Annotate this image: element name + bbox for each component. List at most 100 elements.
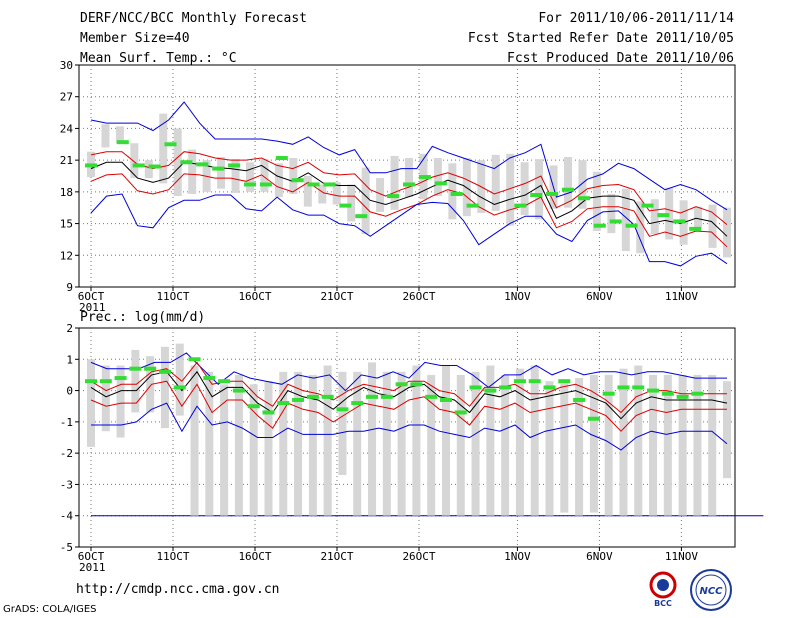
temp-xtick-label: 1NOV bbox=[504, 290, 531, 303]
temp-xtick-label: 11NOV bbox=[665, 290, 698, 303]
grads-credit: GrADS: COLA/IGES bbox=[3, 604, 97, 615]
precip-observed-marker bbox=[587, 416, 600, 421]
temp-ensemble-box bbox=[376, 178, 385, 212]
precip-observed-marker bbox=[439, 397, 452, 402]
temp-ensemble-box bbox=[723, 207, 731, 258]
precip-observed-marker bbox=[469, 385, 482, 390]
temp-ensemble-box bbox=[462, 158, 471, 217]
precip-observed-marker bbox=[380, 394, 393, 399]
precip-ensemble-box bbox=[190, 365, 199, 516]
precip-ensemble-box bbox=[575, 378, 584, 516]
temp-observed-marker bbox=[657, 213, 670, 218]
temp-ensemble-box bbox=[708, 204, 717, 248]
temp-ensemble-box bbox=[332, 182, 341, 205]
precip-ensemble-box bbox=[87, 359, 95, 447]
temp-observed-marker bbox=[228, 163, 241, 168]
precip-ensemble-box bbox=[323, 365, 332, 516]
temp-observed-marker bbox=[180, 160, 193, 165]
temp-xtick-label: 6OCT bbox=[78, 290, 105, 303]
precip-observed-marker bbox=[188, 357, 201, 362]
temp-observed-marker bbox=[164, 142, 177, 147]
temp-ensemble-box bbox=[246, 162, 254, 192]
temp-observed-marker bbox=[403, 182, 415, 187]
header-right: For 2011/10/06-2011/11/14 Fcst Started R… bbox=[468, 11, 734, 71]
precip-ensemble-box bbox=[338, 371, 347, 476]
temp-ensemble-box bbox=[260, 159, 269, 192]
member-size: Member Size=40 bbox=[80, 31, 190, 46]
precip-observed-marker bbox=[247, 404, 260, 409]
temp-ensemble-box bbox=[578, 160, 587, 209]
bcc-logo: BCC bbox=[649, 571, 677, 608]
precip-xtick-label: 6NOV bbox=[586, 550, 613, 563]
temp-observed-marker bbox=[355, 214, 368, 219]
temp-ensemble-box bbox=[188, 149, 197, 194]
precip-ytick-label: -2 bbox=[60, 447, 73, 460]
precip-observed-marker bbox=[232, 388, 245, 393]
temp-ensemble-box bbox=[535, 159, 544, 220]
temp-ensemble-box bbox=[231, 159, 240, 193]
precip-ensemble-box bbox=[678, 374, 687, 516]
temp-observed-marker bbox=[609, 219, 622, 224]
temp-observed-marker bbox=[562, 187, 574, 192]
precip-xtick-year: 2011 bbox=[79, 561, 106, 574]
temp-ensemble-box bbox=[390, 155, 399, 210]
precip-ytick-label: -3 bbox=[60, 478, 73, 491]
temp-line-min bbox=[90, 193, 728, 267]
temp-observed-marker bbox=[212, 166, 225, 171]
precip-ensemble-box bbox=[708, 374, 717, 516]
precip-ytick-label: -4 bbox=[60, 510, 74, 523]
precip-ensemble-box bbox=[220, 384, 229, 516]
temp-observed-marker bbox=[593, 223, 606, 228]
precip-ensemble-box bbox=[663, 374, 672, 516]
precip-ytick-label: 0 bbox=[66, 385, 73, 398]
temp-observed-marker bbox=[546, 191, 559, 196]
precip-observed-marker bbox=[632, 385, 645, 390]
bcc-logo-text: BCC bbox=[654, 599, 672, 608]
precip-observed-marker bbox=[292, 397, 305, 402]
temp-ytick-label: 24 bbox=[60, 122, 74, 135]
precip-line-mean_plus_std bbox=[90, 361, 727, 414]
ncc-logo: NCC bbox=[690, 569, 732, 611]
temp-observed-marker bbox=[196, 162, 209, 167]
precip-ensemble-box bbox=[382, 371, 391, 516]
precip-ensemble-box bbox=[353, 371, 362, 516]
precip-ensemble-box bbox=[693, 374, 702, 516]
precip-xtick-label: 11NOV bbox=[665, 550, 698, 563]
temp-ensemble-box bbox=[159, 113, 168, 184]
precip-ytick-label: -5 bbox=[60, 541, 73, 554]
ncc-logo-text: NCC bbox=[699, 586, 723, 597]
temp-observed-marker bbox=[116, 140, 129, 145]
precip-observed-marker bbox=[647, 388, 660, 393]
precip-observed-marker bbox=[321, 394, 334, 399]
source-url[interactable]: http://cmdp.ncc.cma.gov.cn bbox=[76, 582, 280, 597]
precip-observed-marker bbox=[425, 394, 438, 399]
temp-ytick-label: 15 bbox=[60, 218, 73, 231]
temp-ensemble-box bbox=[621, 188, 630, 252]
temp-xtick-label: 26OCT bbox=[402, 290, 435, 303]
temp-line-mean_minus_std bbox=[90, 173, 728, 248]
header-left: DERF/NCC/BCC Monthly Forecast Member Siz… bbox=[80, 11, 307, 71]
temp-ensemble-box bbox=[115, 126, 124, 144]
precip-observed-marker bbox=[410, 382, 423, 387]
temp-observed-marker bbox=[466, 203, 479, 208]
temp-observed-marker bbox=[132, 163, 145, 168]
precip-ensemble-box bbox=[249, 384, 258, 516]
precip-ensemble-box bbox=[486, 365, 495, 516]
temp-observed-marker bbox=[259, 182, 272, 187]
temp-ensemble-box bbox=[144, 160, 153, 179]
precip-ensemble-box bbox=[368, 362, 377, 516]
precip-ensemble-box bbox=[456, 374, 465, 516]
temp-ensemble-box bbox=[433, 158, 442, 197]
precip-ensemble-box bbox=[131, 349, 140, 413]
precip-ensemble-box bbox=[471, 371, 480, 516]
precip-ytick-label: 2 bbox=[66, 322, 73, 335]
temp-observed-marker bbox=[275, 156, 288, 161]
precip-ensemble-box bbox=[619, 368, 628, 516]
temp-observed-marker bbox=[85, 163, 97, 168]
temp-ytick-label: 21 bbox=[60, 154, 73, 167]
precip-observed-marker bbox=[99, 379, 112, 384]
precip-line-mean_minus_std bbox=[90, 380, 727, 432]
temp-observed-marker bbox=[434, 181, 447, 186]
precip-ensemble-box bbox=[649, 374, 658, 516]
